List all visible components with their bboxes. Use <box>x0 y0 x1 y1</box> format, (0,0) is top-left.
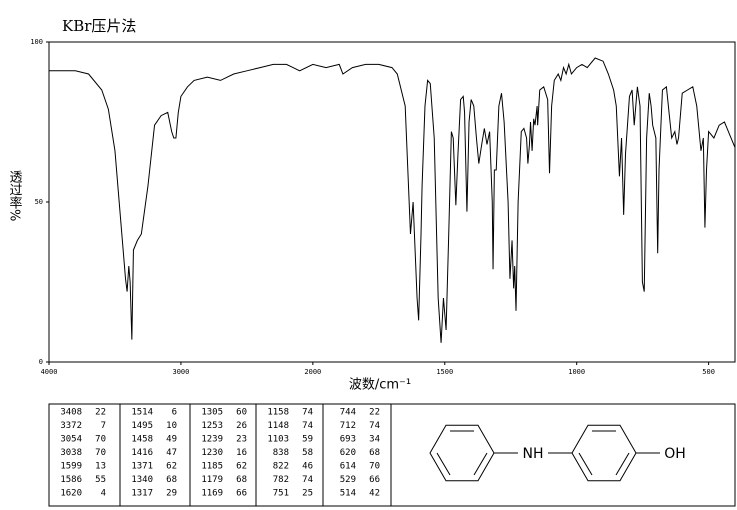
table-cell: 1148 <box>267 421 289 431</box>
table-cell: 1305 <box>201 408 223 418</box>
spectrum-line <box>49 57 736 343</box>
table-cell: 16 <box>236 448 247 458</box>
table-cell: 22 <box>369 408 380 418</box>
x-tick-label: 4000 <box>41 368 58 376</box>
table-cell: 68 <box>369 448 380 458</box>
table-cell: 74 <box>302 421 313 431</box>
table-cell: 620 <box>340 448 356 458</box>
table-cell: 62 <box>236 462 247 472</box>
table-cell: 1179 <box>201 475 223 485</box>
x-axis-label: 波数/cm⁻¹ <box>349 378 411 393</box>
table-cell: 70 <box>95 448 106 458</box>
table-cell: 46 <box>302 462 313 472</box>
table-cell: 1317 <box>131 489 153 499</box>
table-cell: 1458 <box>131 435 153 445</box>
table-cell: 838 <box>273 448 289 458</box>
bond <box>578 452 593 476</box>
table-cell: 1495 <box>131 421 153 431</box>
ring <box>429 424 495 482</box>
table-cell: 74 <box>302 475 313 485</box>
bond <box>473 452 488 476</box>
table-cell: 13 <box>95 462 106 472</box>
y-tick-label: 100 <box>30 38 43 46</box>
table-cell: 782 <box>273 475 289 485</box>
table-cell: 1239 <box>201 435 223 445</box>
bond <box>615 452 630 476</box>
x-tick-label: 2000 <box>304 368 321 376</box>
table-cell: 4 <box>101 489 106 499</box>
table-cell: 3038 <box>60 448 82 458</box>
table-cell: 1340 <box>131 475 153 485</box>
table-cell: 3408 <box>60 408 82 418</box>
x-tick-label: 500 <box>702 368 715 376</box>
table-cell: 23 <box>236 435 247 445</box>
table-cell: 712 <box>340 421 356 431</box>
table-cell: 55 <box>95 475 106 485</box>
x-tick-label: 1000 <box>568 368 585 376</box>
table-cell: 34 <box>369 435 380 445</box>
atom-label: OH <box>664 446 686 462</box>
table-cell: 58 <box>302 448 313 458</box>
table-cell: 3372 <box>60 421 82 431</box>
y-tick-label: 50 <box>35 198 43 206</box>
table-cell: 47 <box>166 448 177 458</box>
table-cell: 1599 <box>60 462 82 472</box>
table-cell: 1620 <box>60 489 82 499</box>
table-cell: 66 <box>236 489 247 499</box>
table-cell: 10 <box>166 421 177 431</box>
table-cell: 66 <box>369 475 380 485</box>
y-tick-label: 0 <box>39 358 43 366</box>
table-cell: 22 <box>95 408 106 418</box>
table-cell: 1371 <box>131 462 153 472</box>
table-cell: 1185 <box>201 462 223 472</box>
table-cell: 74 <box>369 421 380 431</box>
table-cell: 26 <box>236 421 247 431</box>
table-cell: 68 <box>236 475 247 485</box>
table-cell: 1253 <box>201 421 223 431</box>
table-cell: 1416 <box>131 448 153 458</box>
table-cell: 7 <box>101 421 106 431</box>
table-cell: 822 <box>273 462 289 472</box>
table-cell: 3054 <box>60 435 82 445</box>
table-cell: 1158 <box>267 408 289 418</box>
table-cell: 74 <box>302 408 313 418</box>
table-cell: 6 <box>172 408 177 418</box>
x-tick-label: 3000 <box>172 368 189 376</box>
x-tick-label: 1500 <box>436 368 453 376</box>
table-cell: 751 <box>273 489 289 499</box>
table-cell: 49 <box>166 435 177 445</box>
table-cell: 68 <box>166 475 177 485</box>
table-cell: 60 <box>236 408 247 418</box>
ring <box>571 424 637 482</box>
table-cell: 25 <box>302 489 313 499</box>
table-cell: 29 <box>166 489 177 499</box>
chart-title: KBr压片法 <box>62 17 136 35</box>
structure <box>429 424 660 482</box>
bond <box>436 452 451 476</box>
table-cell: 529 <box>340 475 356 485</box>
table-cell: 1230 <box>201 448 223 458</box>
table-cell: 1103 <box>267 435 289 445</box>
table-cell: 42 <box>369 489 380 499</box>
table-cell: 1514 <box>131 408 153 418</box>
table-cell: 693 <box>340 435 356 445</box>
table-cell: 59 <box>302 435 313 445</box>
table-cell: 614 <box>340 462 356 472</box>
table-cell: 70 <box>369 462 380 472</box>
table-cell: 1586 <box>60 475 82 485</box>
table-cell: 514 <box>340 489 356 499</box>
table-cell: 744 <box>340 408 356 418</box>
table-frame <box>48 403 736 507</box>
table-cell: 70 <box>95 435 106 445</box>
table-cell: 1169 <box>201 489 223 499</box>
y-axis-label: 透过率% <box>7 170 23 221</box>
atom-label: NH <box>523 446 544 462</box>
table-cell: 62 <box>166 462 177 472</box>
